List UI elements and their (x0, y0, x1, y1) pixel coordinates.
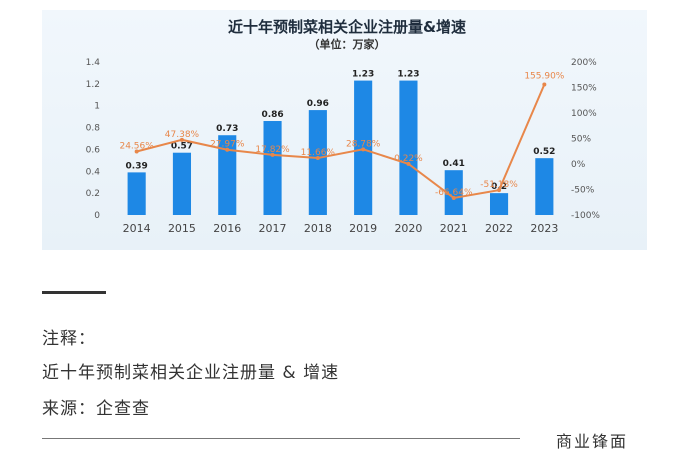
growth-point (542, 82, 547, 87)
bar (489, 193, 509, 215)
growth-value-label: 24.56% (119, 141, 154, 151)
y-tick-label: 0.4 (86, 167, 101, 177)
x-axis: 2014 2015 2016 2017 2018 2019 2020 2021 2022 2023 (123, 222, 559, 235)
y-tick-label: 1.2 (86, 80, 100, 90)
bar (263, 121, 282, 215)
growth-value-label: 27.97% (210, 140, 245, 150)
y2-tick-label: 0% (571, 160, 586, 170)
y2-tick-label: 200% (571, 58, 597, 68)
y2-tick-label: -100% (571, 211, 600, 221)
growth-value-label: 47.38% (165, 130, 200, 140)
growth-point (315, 156, 320, 161)
growth-value-label: 155.90% (524, 71, 564, 81)
bar-value-label: 0.41 (443, 159, 465, 169)
brand-name: 商业锋面 (556, 432, 629, 451)
y-tick-label: 0.6 (86, 145, 101, 155)
growth-value-label: -51.18% (480, 180, 518, 190)
x-tick-label: 2015 (168, 222, 196, 235)
bar-value-label: 0.57 (171, 142, 193, 152)
growth-point (134, 149, 139, 154)
x-tick-label: 2023 (530, 222, 558, 235)
y-tick-label: 1 (94, 102, 100, 112)
y2-tick-label: 150% (571, 84, 597, 94)
growth-point (497, 188, 502, 193)
chart-title: 近十年预制菜相关企业注册量&增速 (228, 18, 466, 36)
bar (308, 110, 327, 215)
x-tick-label: 2018 (304, 222, 332, 235)
bar-value-label: 0.39 (126, 161, 148, 171)
x-tick-label: 2014 (123, 222, 151, 235)
chart-panel: 近十年预制菜相关企业注册量&增速 （单位：万家） 0 0.2 0.4 0.6 0.8 1 1… (42, 10, 647, 250)
section-divider (42, 291, 106, 294)
growth-value-label: 28.78% (346, 139, 381, 149)
combo-chart: 近十年预制菜相关企业注册量&增速 （单位：万家） 00.20.40.60.811… (86, 18, 601, 235)
x-tick-label: 2022 (485, 222, 513, 235)
x-tick-label: 2019 (349, 222, 377, 235)
x-tick-label: 2020 (394, 222, 422, 235)
y2-tick-label: 50% (571, 135, 591, 145)
y-tick-label: 0.8 (86, 124, 101, 134)
y2-tick-label: 100% (571, 109, 597, 119)
bar-value-label: 0.52 (533, 147, 555, 157)
source-line: 来源：企查查 (42, 399, 150, 419)
note-label: 注释： (42, 329, 96, 349)
note-text: 近十年预制菜相关企业注册量 & 增速 (42, 363, 340, 383)
growth-point (225, 147, 230, 152)
growth-value-label: 0.22% (394, 154, 423, 164)
growth-line-series: 24.56% 47.38% 27.97% 17.82% 11.66% 28.78% 0.22… (119, 71, 565, 200)
growth-point (361, 147, 366, 152)
bar (218, 135, 237, 215)
bar-value-label: 0.2 (491, 182, 507, 192)
growth-value-label: 11.66% (301, 148, 336, 158)
bar-value-label: 0.73 (216, 124, 238, 134)
bar-value-label: 0.96 (307, 99, 329, 109)
growth-point (451, 195, 456, 200)
growth-line (136, 84, 546, 200)
bar (127, 172, 146, 215)
y2-tick-label: -50% (571, 186, 595, 196)
chart-subtitle: （单位：万家） (309, 37, 386, 51)
footer-divider (42, 438, 520, 439)
x-tick-label: 2021 (440, 222, 468, 235)
bar-value-label: 0.86 (261, 110, 283, 120)
y-tick-label: 0 (94, 211, 100, 221)
y-tick-label: 1.4 (86, 58, 101, 68)
y-tick-label: 0.2 (86, 189, 100, 199)
y-axis-right: -100% -50% 0% 50% 100% 150% 200% (571, 58, 600, 221)
bar (399, 80, 418, 215)
growth-point (179, 137, 184, 142)
growth-point (406, 161, 411, 166)
x-tick-label: 2017 (259, 222, 287, 235)
bar-value-label: 1.23 (397, 70, 419, 80)
bar (172, 152, 192, 215)
bar (535, 158, 554, 215)
growth-value-label: 17.82% (255, 145, 290, 155)
x-tick-label: 2016 (213, 222, 241, 235)
growth-value-label: -66.64% (435, 188, 473, 198)
bar (444, 170, 463, 215)
growth-point (270, 152, 275, 157)
bar-value-label: 1.23 (352, 70, 374, 80)
y-axis-left: 0 0.2 0.4 0.6 0.8 1 1.2 1.4 (86, 58, 101, 221)
